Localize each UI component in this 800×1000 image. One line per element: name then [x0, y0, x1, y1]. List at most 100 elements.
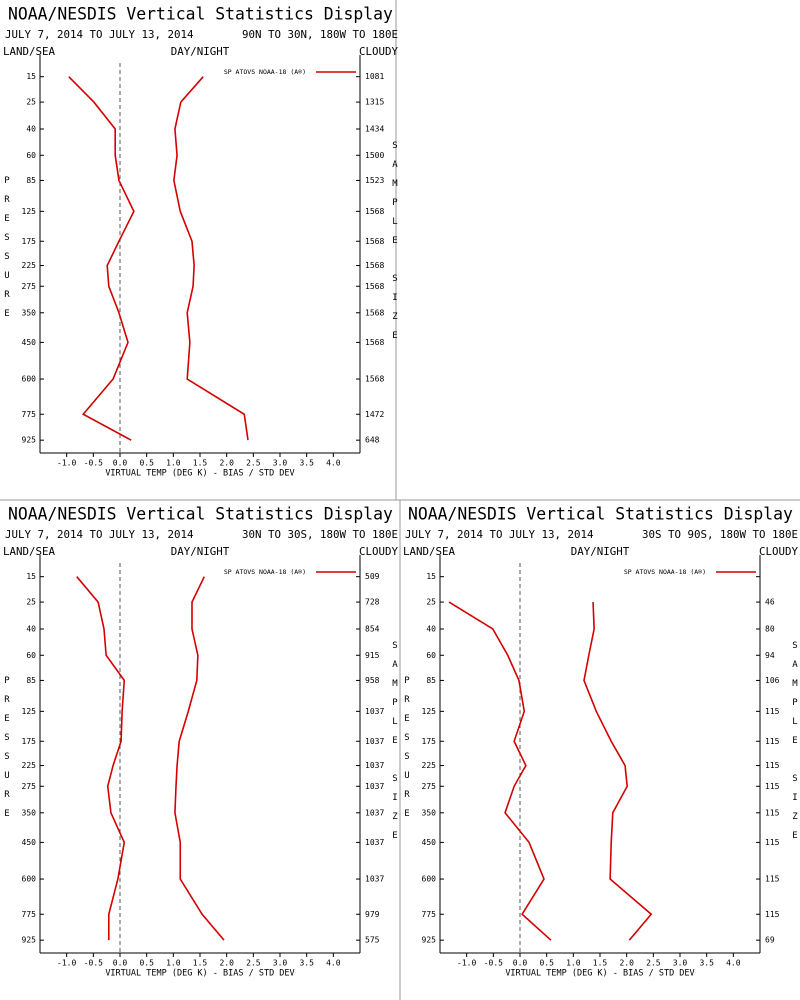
sample-size: 728 [365, 598, 380, 607]
sample-size: 1037 [365, 808, 384, 817]
panel: NOAA/NESDIS Vertical Statistics Display J… [403, 505, 798, 979]
x-tick-label: 0.5 [139, 959, 154, 968]
y-tick-label: 175 [22, 737, 37, 746]
y-tick-label: 175 [422, 737, 437, 746]
sample-size: 115 [765, 875, 780, 884]
x-tick-label: 0.5 [539, 959, 554, 968]
sample-size: 1472 [365, 410, 384, 419]
land-sea: LAND/SEA [3, 545, 56, 558]
sample-size: 1037 [365, 761, 384, 770]
sample-size: 979 [365, 910, 380, 919]
x-tick-label: -1.0 [57, 459, 76, 468]
y-tick-label: 60 [426, 651, 436, 660]
x-tick-label: 1.5 [193, 959, 208, 968]
region: 30S TO 90S, 180W TO 180E [642, 528, 798, 541]
y2-axis-label: SAMPLE SIZE [790, 641, 800, 850]
sample-size: 1568 [365, 308, 384, 317]
region: 30N TO 30S, 180W TO 180E [242, 528, 398, 541]
y-tick-label: 925 [422, 936, 437, 945]
y-tick-label: 350 [22, 808, 37, 817]
sample-size: 1568 [365, 207, 384, 216]
y-tick-label: 450 [422, 838, 437, 847]
sample-size: 1500 [365, 151, 384, 160]
x-tick-label: -1.0 [457, 959, 476, 968]
x-tick-label: 0.0 [113, 959, 128, 968]
y-tick-label: 275 [22, 782, 37, 791]
x-tick-label: 2.5 [246, 959, 261, 968]
y-tick-label: 15 [26, 72, 36, 81]
x-axis-label: VIRTUAL TEMP (DEG K) - BIAS / STD DEV [105, 469, 294, 479]
profile-line [173, 76, 249, 441]
y-tick-label: 175 [22, 237, 37, 246]
x-tick-label: 2.5 [246, 459, 261, 468]
sample-size: 115 [765, 761, 780, 770]
x-tick-label: 0.5 [139, 459, 154, 468]
y-tick-label: 775 [22, 910, 37, 919]
y-tick-label: 350 [422, 808, 437, 817]
y-tick-label: 600 [422, 875, 437, 884]
sample-size: 115 [765, 782, 780, 791]
profile-line [448, 601, 552, 941]
sample-size: 1315 [365, 98, 384, 107]
y-tick-label: 25 [426, 598, 436, 607]
region: 90N TO 30N, 180W TO 180E [242, 28, 398, 41]
y-tick-label: 60 [26, 151, 36, 160]
sample-size: 80 [765, 624, 775, 633]
x-axis-label: VIRTUAL TEMP (DEG K) - BIAS / STD DEV [505, 969, 694, 979]
x-tick-label: 1.0 [566, 959, 581, 968]
x-tick-label: 3.0 [273, 459, 288, 468]
y-tick-label: 85 [26, 676, 36, 685]
y-tick-label: 925 [22, 936, 37, 945]
profile-line [68, 76, 135, 441]
y-tick-label: 450 [22, 338, 37, 347]
sample-size: 1037 [365, 875, 384, 884]
y-tick-label: 40 [26, 624, 36, 633]
day-night: DAY/NIGHT [171, 545, 230, 558]
x-tick-label: 4.0 [326, 959, 341, 968]
x-axis-label: VIRTUAL TEMP (DEG K) - BIAS / STD DEV [105, 969, 294, 979]
y-tick-label: 85 [426, 676, 436, 685]
land-sea: LAND/SEA [3, 45, 56, 58]
sample-size: 1037 [365, 707, 384, 716]
legend-label: SP ATOVS NOAA-18 (A®) [224, 68, 306, 76]
title: NOAA/NESDIS Vertical Statistics Display [408, 505, 793, 524]
legend-label: SP ATOVS NOAA-18 (A®) [624, 568, 706, 576]
x-tick-label: -0.5 [84, 959, 103, 968]
profile-line [76, 576, 126, 941]
y2-axis-label: SAMPLE SIZE [390, 141, 400, 350]
sample-size: 1037 [365, 838, 384, 847]
y-axis-label: PRESSURE [2, 676, 12, 828]
x-tick-label: 3.5 [699, 959, 714, 968]
x-tick-label: 3.5 [299, 959, 314, 968]
date-range: JULY 7, 2014 TO JULY 13, 2014 [5, 28, 194, 41]
sample-size: 1037 [365, 782, 384, 791]
x-tick-label: 3.0 [673, 959, 688, 968]
sample-size: 1568 [365, 338, 384, 347]
y-tick-label: 225 [422, 761, 437, 770]
y-tick-label: 775 [422, 910, 437, 919]
sample-size: 1037 [365, 737, 384, 746]
y-tick-label: 925 [22, 436, 37, 445]
y-tick-label: 450 [22, 838, 37, 847]
y-tick-label: 225 [22, 761, 37, 770]
title: NOAA/NESDIS Vertical Statistics Display [8, 5, 393, 24]
y-tick-label: 125 [22, 207, 37, 216]
sample-size: 1568 [365, 237, 384, 246]
sample-size: 1081 [365, 72, 384, 81]
y-tick-label: 15 [426, 572, 436, 581]
cloudy: CLOUDY [359, 45, 399, 58]
x-tick-label: 1.0 [166, 959, 181, 968]
sample-size: 648 [365, 436, 380, 445]
x-tick-label: 4.0 [326, 459, 341, 468]
x-tick-label: 2.0 [219, 959, 234, 968]
y-tick-label: 25 [26, 98, 36, 107]
y-tick-label: 15 [26, 572, 36, 581]
x-tick-label: 2.5 [646, 959, 661, 968]
sample-size: 115 [765, 707, 780, 716]
y-tick-label: 350 [22, 308, 37, 317]
y-tick-label: 600 [22, 375, 37, 384]
y-tick-label: 125 [422, 707, 437, 716]
day-night: DAY/NIGHT [171, 45, 230, 58]
